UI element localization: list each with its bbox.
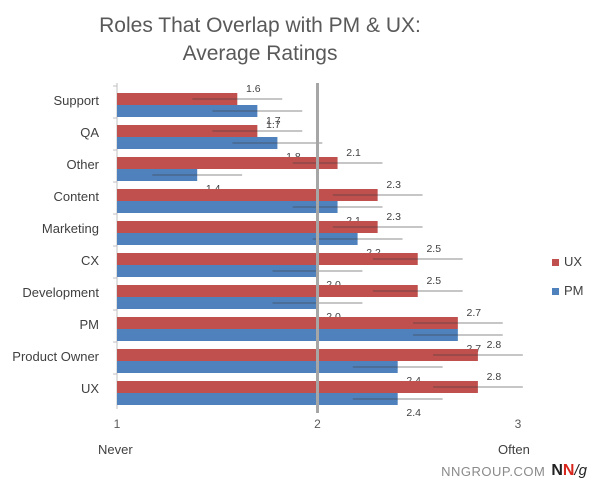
data-label-ux-other: 2.1 xyxy=(346,147,361,159)
data-label-ux-product-owner: 2.8 xyxy=(487,339,502,351)
data-label-ux-pm: 2.7 xyxy=(467,307,482,319)
chart-title-line-2: Average Ratings xyxy=(182,42,338,65)
bar-ux-content xyxy=(117,189,378,201)
bar-ux-development xyxy=(117,285,418,297)
data-label-ux-development: 2.5 xyxy=(426,275,441,287)
axis-anchor-often: Often xyxy=(498,442,530,457)
category-label-development: Development xyxy=(22,285,99,300)
bar-ux-other xyxy=(117,157,338,169)
x-tick-label-1: 1 xyxy=(114,417,121,431)
data-label-ux-content: 2.3 xyxy=(386,179,401,191)
legend-label-pm: PM xyxy=(564,283,584,298)
legend-label-ux: UX xyxy=(564,254,582,269)
bar-ux-cx xyxy=(117,253,418,265)
category-label-qa: QA xyxy=(80,125,99,140)
bar-pm-cx xyxy=(117,265,318,277)
bar-pm-content xyxy=(117,201,338,213)
bar-ux-product-owner xyxy=(117,349,478,361)
data-label-ux-qa: 1.7 xyxy=(266,115,281,127)
bar-ux-pm xyxy=(117,317,458,329)
data-label-pm-support: 1.7 xyxy=(266,119,281,131)
category-label-marketing: Marketing xyxy=(42,221,99,236)
category-label-pm: PM xyxy=(80,317,100,332)
bar-pm-ux xyxy=(117,393,398,405)
footer: NNGROUP.COM N N/g xyxy=(441,462,587,480)
category-label-product-owner: Product Owner xyxy=(12,349,99,364)
category-label-support: Support xyxy=(53,93,99,108)
data-label-ux-support: 1.6 xyxy=(246,83,261,95)
bar-pm-product-owner xyxy=(117,361,398,373)
legend-swatch-ux xyxy=(552,259,559,266)
category-label-cx: CX xyxy=(81,253,99,268)
data-label-ux-cx: 2.5 xyxy=(426,243,441,255)
category-label-content: Content xyxy=(53,189,99,204)
bar-pm-pm xyxy=(117,329,458,341)
bar-ux-marketing xyxy=(117,221,378,233)
nng-logo: N N/g xyxy=(551,462,587,479)
bar-pm-development xyxy=(117,297,318,309)
category-label-ux: UX xyxy=(81,381,99,396)
footer-site-text: NNGROUP.COM xyxy=(441,463,546,479)
bar-pm-qa xyxy=(117,137,278,149)
bar-pm-support xyxy=(117,105,258,117)
bar-ux-qa xyxy=(117,125,258,137)
bar-ux-support xyxy=(117,93,238,105)
bar-pm-marketing xyxy=(117,233,358,245)
legend-swatch-pm xyxy=(552,288,559,295)
chart-title-line-1: Roles That Overlap with PM & UX: xyxy=(99,14,421,37)
data-label-ux-ux: 2.8 xyxy=(487,371,502,383)
data-label-ux-marketing: 2.3 xyxy=(386,211,401,223)
x-tick-label-2: 2 xyxy=(314,417,321,431)
axis-anchor-never: Never xyxy=(98,442,133,457)
category-label-other: Other xyxy=(66,157,99,172)
x-tick-label-3: 3 xyxy=(515,417,522,431)
bar-ux-ux xyxy=(117,381,478,393)
data-label-pm-ux: 2.4 xyxy=(406,407,421,419)
